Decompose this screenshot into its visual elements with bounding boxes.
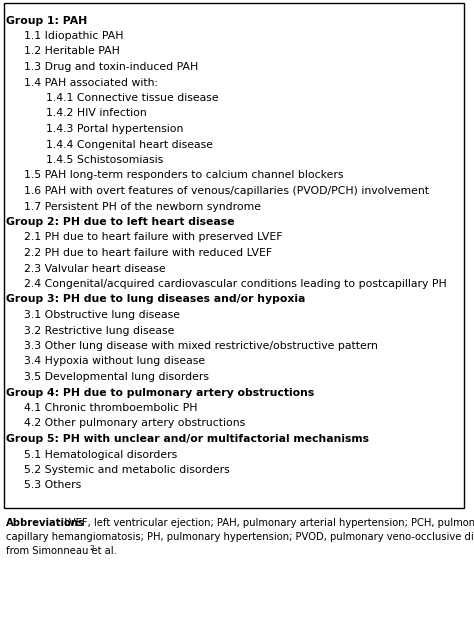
Bar (4, 3, 464, 508)
Text: 1.1 Idiopathic PAH: 1.1 Idiopathic PAH (24, 31, 124, 41)
Text: 2.1 PH due to heart failure with preserved LVEF: 2.1 PH due to heart failure with preserv… (24, 232, 283, 242)
Text: 2.2 PH due to heart failure with reduced LVEF: 2.2 PH due to heart failure with reduced… (24, 248, 272, 258)
Text: Group 1: PAH: Group 1: PAH (6, 15, 87, 26)
Text: 1.4 PAH associated with:: 1.4 PAH associated with: (24, 77, 158, 87)
Text: 3.3 Other lung disease with mixed restrictive/obstructive pattern: 3.3 Other lung disease with mixed restri… (24, 341, 378, 351)
Text: Group 4: PH due to pulmonary artery obstructions: Group 4: PH due to pulmonary artery obst… (6, 387, 314, 397)
Text: : LVEF, left ventricular ejection; PAH, pulmonary arterial hypertension; PCH, pu: : LVEF, left ventricular ejection; PAH, … (58, 517, 474, 528)
Text: 1.4.3 Portal hypertension: 1.4.3 Portal hypertension (46, 124, 183, 134)
Text: capillary hemangiomatosis; PH, pulmonary hypertension; PVOD, pulmonary veno-occl: capillary hemangiomatosis; PH, pulmonary… (6, 532, 474, 542)
Text: 1.4.4 Congenital heart disease: 1.4.4 Congenital heart disease (46, 140, 213, 149)
Text: Abbreviations: Abbreviations (6, 517, 85, 528)
Text: 1.3 Drug and toxin-induced PAH: 1.3 Drug and toxin-induced PAH (24, 62, 198, 72)
Text: 1.2 Heritable PAH: 1.2 Heritable PAH (24, 47, 120, 57)
Text: 3.5 Developmental lung disorders: 3.5 Developmental lung disorders (24, 372, 209, 382)
Text: 5.1 Hematological disorders: 5.1 Hematological disorders (24, 450, 177, 459)
Text: 2: 2 (90, 545, 94, 551)
Text: Group 5: PH with unclear and/or multifactorial mechanisms: Group 5: PH with unclear and/or multifac… (6, 434, 369, 444)
Text: 5.2 Systemic and metabolic disorders: 5.2 Systemic and metabolic disorders (24, 465, 230, 475)
Text: 1.6 PAH with overt features of venous/capillaries (PVOD/PCH) involvement: 1.6 PAH with overt features of venous/ca… (24, 186, 429, 196)
Text: 1.7 Persistent PH of the newborn syndrome: 1.7 Persistent PH of the newborn syndrom… (24, 202, 261, 212)
Text: 1.4.2 HIV infection: 1.4.2 HIV infection (46, 108, 147, 119)
Text: 2.4 Congenital/acquired cardiovascular conditions leading to postcapillary PH: 2.4 Congenital/acquired cardiovascular c… (24, 279, 447, 289)
Text: 4.2 Other pulmonary artery obstructions: 4.2 Other pulmonary artery obstructions (24, 419, 245, 429)
Text: 3.2 Restrictive lung disease: 3.2 Restrictive lung disease (24, 325, 174, 336)
Text: Group 2: PH due to left heart disease: Group 2: PH due to left heart disease (6, 217, 235, 227)
Text: from Simonneau et al.: from Simonneau et al. (6, 547, 117, 556)
Text: Group 3: PH due to lung diseases and/or hypoxia: Group 3: PH due to lung diseases and/or … (6, 295, 305, 304)
Text: 1.5 PAH long-term responders to calcium channel blockers: 1.5 PAH long-term responders to calcium … (24, 170, 344, 181)
Text: 1.4.1 Connective tissue disease: 1.4.1 Connective tissue disease (46, 93, 219, 103)
Text: 2.3 Valvular heart disease: 2.3 Valvular heart disease (24, 263, 165, 274)
Text: 4.1 Chronic thromboembolic PH: 4.1 Chronic thromboembolic PH (24, 403, 198, 413)
Text: 3.1 Obstructive lung disease: 3.1 Obstructive lung disease (24, 310, 180, 320)
Text: 5.3 Others: 5.3 Others (24, 480, 81, 491)
Text: 1.4.5 Schistosomiasis: 1.4.5 Schistosomiasis (46, 155, 163, 165)
Text: 3.4 Hypoxia without lung disease: 3.4 Hypoxia without lung disease (24, 357, 205, 366)
